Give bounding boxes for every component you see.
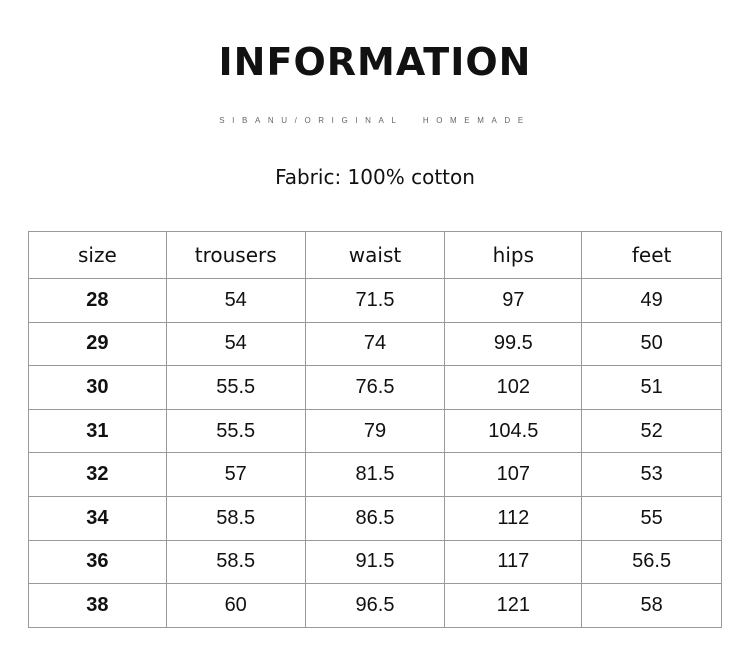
cell-size: 30 (28, 365, 167, 410)
cell-waist: 71.5 (304, 278, 446, 323)
cell-feet: 52 (581, 408, 722, 454)
size-table: size trousers waist hips feet 28 54 71.5 97… (28, 231, 722, 628)
table-row: 32 57 81.5 107 53 (28, 452, 722, 497)
cell-hips: 102 (444, 365, 583, 410)
brand-subtitle: SIBANU/ORIGINAL HOMEMADE (219, 116, 531, 125)
cell-feet: 51 (581, 365, 722, 410)
header-size: size (28, 231, 167, 279)
cell-feet: 49 (581, 278, 722, 323)
cell-waist: 81.5 (304, 452, 446, 497)
table-row: 30 55.5 76.5 102 51 (28, 365, 722, 410)
cell-trousers: 54 (165, 321, 306, 367)
cell-feet: 50 (581, 321, 722, 367)
cell-trousers: 58.5 (165, 539, 306, 585)
cell-waist: 79 (304, 408, 446, 454)
table-row: 29 54 74 99.5 50 (28, 321, 722, 367)
cell-hips: 99.5 (444, 321, 583, 367)
cell-waist: 91.5 (304, 539, 446, 585)
cell-hips: 121 (444, 583, 583, 628)
cell-size: 28 (28, 278, 167, 323)
cell-trousers: 58.5 (165, 495, 306, 541)
table-row: 36 58.5 91.5 117 56.5 (28, 539, 722, 585)
cell-hips: 97 (444, 278, 583, 323)
table-row: 31 55.5 79 104.5 52 (28, 408, 722, 454)
header-trousers: trousers (165, 231, 306, 279)
cell-trousers: 57 (165, 452, 306, 497)
cell-waist: 96.5 (304, 583, 446, 628)
table-header-row: size trousers waist hips feet (28, 231, 722, 279)
cell-hips: 112 (444, 495, 583, 541)
cell-feet: 53 (581, 452, 722, 497)
header-hips: hips (444, 231, 583, 279)
table-row: 38 60 96.5 121 58 (28, 583, 722, 628)
cell-size: 34 (28, 495, 167, 541)
table-row: 34 58.5 86.5 112 55 (28, 495, 722, 541)
header-waist: waist (304, 231, 446, 279)
page-title: INFORMATION (218, 40, 532, 84)
cell-size: 38 (28, 583, 167, 628)
cell-trousers: 55.5 (165, 408, 306, 454)
cell-waist: 74 (304, 321, 446, 367)
cell-feet: 56.5 (581, 539, 722, 585)
fabric-info: Fabric: 100% cotton (275, 165, 475, 189)
cell-hips: 104.5 (444, 408, 583, 454)
cell-waist: 76.5 (304, 365, 446, 410)
cell-trousers: 55.5 (165, 365, 306, 410)
cell-trousers: 54 (165, 278, 306, 323)
cell-hips: 107 (444, 452, 583, 497)
header-feet: feet (581, 231, 722, 279)
cell-hips: 117 (444, 539, 583, 585)
cell-feet: 58 (581, 583, 722, 628)
cell-waist: 86.5 (304, 495, 446, 541)
table-row: 28 54 71.5 97 49 (28, 278, 722, 323)
cell-feet: 55 (581, 495, 722, 541)
cell-trousers: 60 (165, 583, 306, 628)
cell-size: 29 (28, 321, 167, 367)
cell-size: 32 (28, 452, 167, 497)
cell-size: 31 (28, 408, 167, 454)
cell-size: 36 (28, 539, 167, 585)
